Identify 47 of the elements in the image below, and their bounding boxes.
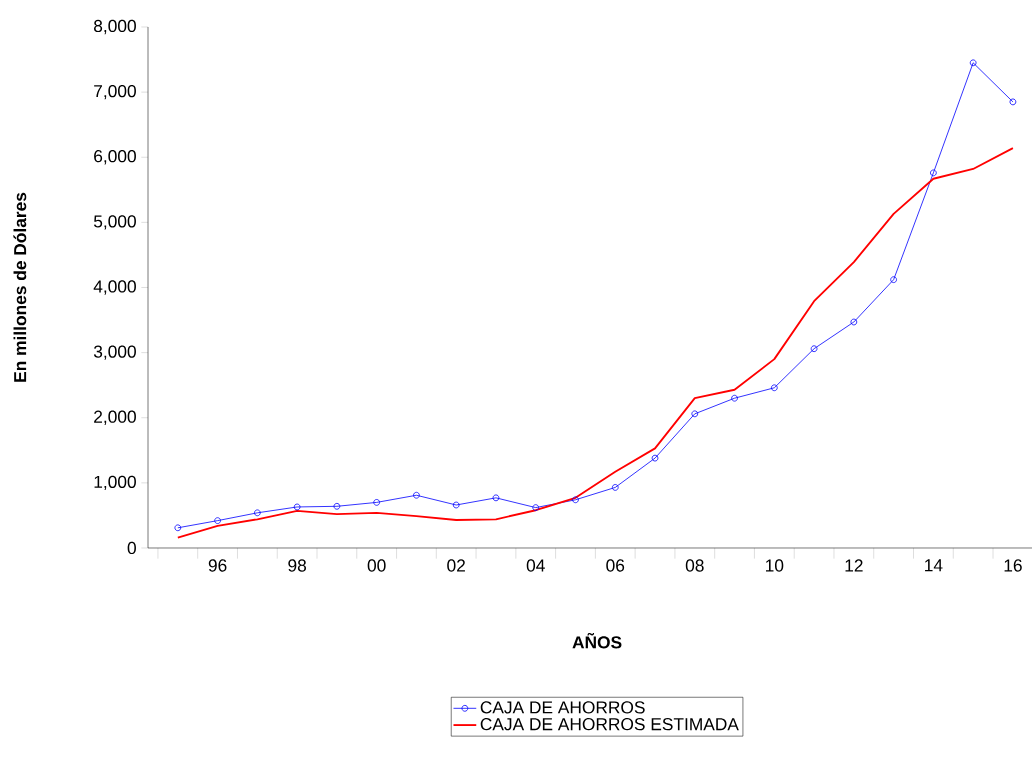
point [174, 524, 182, 532]
y-tick-label: 4,000 [93, 280, 136, 295]
y-tick-label: 8,000 [94, 19, 136, 35]
point [572, 496, 579, 504]
x-tick-label: 00 [367, 559, 386, 572]
y-tick-label: 0 [127, 541, 136, 555]
point [810, 345, 818, 353]
point [890, 276, 897, 284]
x-tick-label: 98 [288, 559, 307, 572]
point [1009, 98, 1017, 106]
y-tick-label: 1,000 [94, 475, 136, 491]
point [731, 394, 738, 402]
legend-label: CAJA DE AHORROS [480, 701, 645, 714]
x-tick-label: 12 [845, 559, 863, 572]
x-tick-label: 08 [685, 559, 704, 572]
x-tick-label: 14 [925, 559, 943, 572]
point [492, 494, 500, 502]
point [333, 502, 341, 510]
point [611, 484, 619, 491]
point [214, 517, 221, 524]
x-tick-label: 06 [606, 559, 625, 572]
point [969, 59, 977, 67]
x-tick-label: 04 [526, 559, 545, 572]
x-axis-title: AÑOS [572, 632, 622, 649]
point [254, 509, 261, 517]
legend-label: CAJA DE AHORROS ESTIMADA [480, 718, 739, 731]
point [770, 384, 778, 392]
y-axis-title: En millones de Dólares [13, 192, 27, 382]
x-tick-label: 02 [447, 559, 465, 572]
point [373, 499, 380, 506]
line-series [176, 147, 1014, 539]
x-tick-label: 16 [1004, 559, 1022, 572]
y-tick-label: 7,000 [94, 84, 136, 100]
point [452, 501, 460, 509]
point [850, 318, 858, 326]
point [293, 503, 301, 511]
y-tick-label: 5,000 [93, 215, 136, 230]
y-tick-label: 6,000 [94, 150, 136, 165]
point [691, 410, 699, 418]
x-tick-label: 96 [208, 559, 227, 572]
point [532, 504, 540, 511]
y-tick-label: 2,000 [94, 410, 136, 425]
point [651, 454, 659, 462]
y-tick-label: 3,000 [93, 345, 136, 360]
x-tick-label: 10 [766, 559, 784, 572]
point [930, 169, 937, 177]
point [413, 491, 420, 499]
